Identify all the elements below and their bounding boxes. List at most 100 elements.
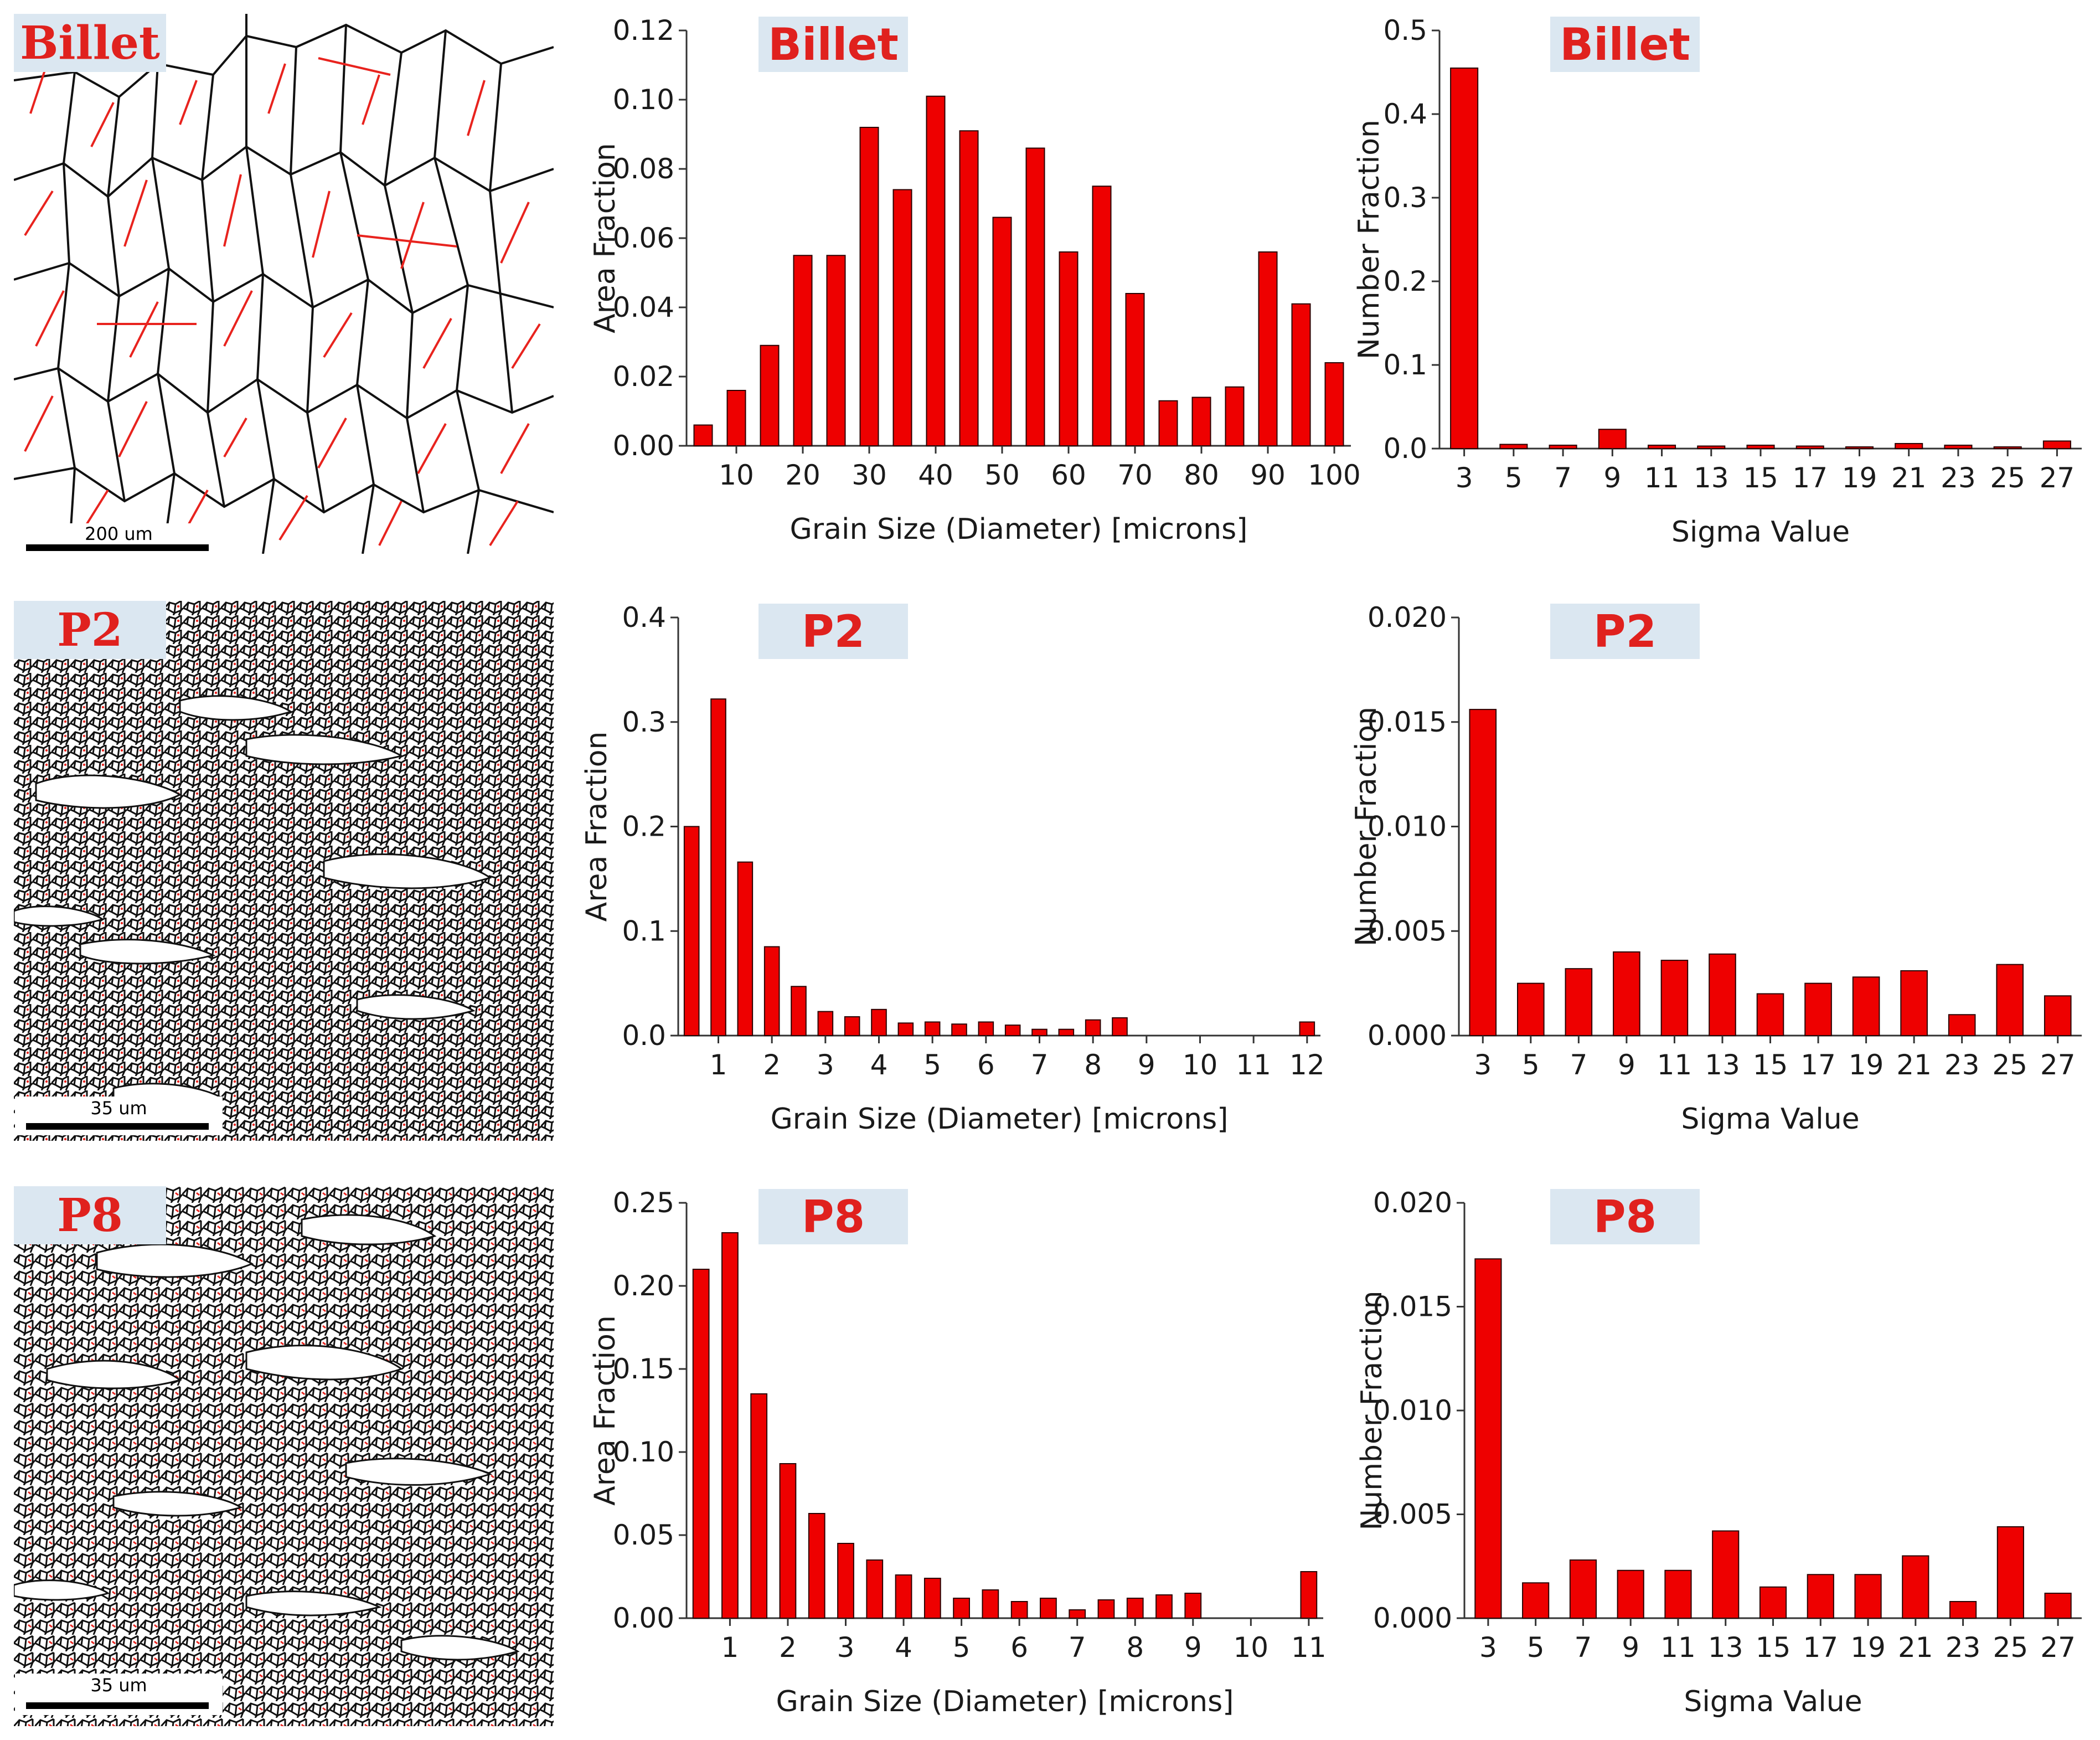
p8-sigma-x-tick-label: 25 xyxy=(1993,1631,2029,1664)
billet-sigma-x-tick-label: 19 xyxy=(1842,462,1877,494)
p2-sigma-x-axis-label: Sigma Value xyxy=(1681,1103,1859,1136)
p8-grain-size-bar xyxy=(923,1578,941,1619)
p2-grain-size-x-tick-label: 9 xyxy=(1138,1049,1155,1081)
billet-sigma-bar xyxy=(1648,444,1676,450)
p8-grain-size-bar xyxy=(692,1269,710,1619)
p8-sigma-title-badge xyxy=(1550,1189,1700,1244)
billet-sigma-y-tick-label: 0.5 xyxy=(1383,14,1427,47)
p8-grain-size-y-tick-label: 0.15 xyxy=(613,1353,674,1385)
p2-scale-label: 35 um xyxy=(90,1098,147,1119)
p8-sigma-chart: 0.000 0.005 0.010 0.015 0.020 3 5 7 9 11 13 15 17 19 2… xyxy=(1355,1187,2082,1718)
p2-grain-size-bar xyxy=(763,946,780,1036)
p2-sigma-x-tick-label: 25 xyxy=(1992,1049,2027,1081)
p2-grain-size-bar xyxy=(1004,1025,1021,1036)
billet-sigma-x-tick-label: 7 xyxy=(1554,462,1572,494)
p8-sigma-x-tick-label: 17 xyxy=(1803,1631,1838,1664)
p2-grain-size-x-axis-label: Grain Size (Diameter) [microns] xyxy=(771,1103,1229,1136)
billet-scale-label: 200 um xyxy=(85,523,153,544)
billet-sigma-bar xyxy=(1944,444,1973,450)
p8-grain-size-x-tick-label: 10 xyxy=(1234,1631,1269,1664)
p2-sigma-bar xyxy=(1517,982,1545,1036)
p8-grain-size-x-tick-label: 8 xyxy=(1126,1631,1144,1664)
billet-grain-size-y-tick-label: 0.10 xyxy=(613,84,674,116)
billet-sigma-bar xyxy=(1845,446,1874,449)
p2-grain-size-bar xyxy=(897,1022,914,1036)
billet-grain-size-bar xyxy=(1291,303,1311,446)
p8-sigma-x-axis-label: Sigma Value xyxy=(1684,1685,1862,1718)
billet-grain-size-chart: 0.00 0.02 0.04 0.06 0.08 0.10 0.12 10 20 30 40 50 60… xyxy=(589,14,1361,546)
p8-sigma-bar xyxy=(1474,1258,1502,1619)
p8-grain-size-bar xyxy=(1069,1609,1086,1619)
billet-grain-size-x-tick-label: 50 xyxy=(984,459,1020,491)
billet-sigma-chart-title: Billet xyxy=(1560,19,1690,70)
p2-grain-size-x-tick-label: 3 xyxy=(817,1049,834,1081)
billet-sigma-x-tick-label: 9 xyxy=(1603,462,1621,494)
p2-grain-size-bar xyxy=(817,1011,834,1037)
billet-grain-size-x-tick-label: 90 xyxy=(1250,459,1286,491)
billet-sigma-x-tick-label: 25 xyxy=(1990,462,2025,494)
billet-sigma-y-tick-label: 0.0 xyxy=(1383,433,1427,465)
p8-grain-size-bar xyxy=(779,1463,797,1619)
p8-sigma-y-tick-label: 0.000 xyxy=(1373,1602,1452,1634)
p2-grain-size-x-tick-label: 1 xyxy=(710,1049,727,1081)
p2-grain-size-y-tick-label: 0.0 xyxy=(622,1020,666,1052)
billet-grain-size-bar xyxy=(1324,362,1344,446)
p8-sigma-bar xyxy=(1712,1530,1740,1619)
p2-sigma-x-tick-label: 19 xyxy=(1849,1049,1884,1081)
p8-grain-size-x-tick-label: 1 xyxy=(721,1631,739,1664)
p2-sigma-x-tick-label: 3 xyxy=(1474,1049,1492,1081)
p2-sigma-bar xyxy=(2044,995,2072,1037)
p2-grain-size-y-tick-label: 0.2 xyxy=(622,811,666,843)
billet-sigma-x-tick-label: 5 xyxy=(1505,462,1523,494)
billet-sigma-bar xyxy=(1895,442,1923,450)
billet-sigma-y-tick-label: 0.3 xyxy=(1383,182,1427,214)
p8-sigma-bar xyxy=(1522,1582,1550,1619)
billet-sigma-x-tick-label: 17 xyxy=(1792,462,1828,494)
p8-sigma-y-axis-label: Number Fraction xyxy=(1355,1291,1389,1531)
p8-map-label: P8 xyxy=(14,1186,166,1244)
billet-grain-size-y-tick-label: 0.08 xyxy=(613,153,674,185)
p2-grain-size-y-axis-label: Area Fraction xyxy=(580,732,613,922)
billet-sigma-title-badge xyxy=(1550,17,1700,72)
billet-grain-size-y-tick-label: 0.04 xyxy=(613,291,674,323)
p2-sigma-bar xyxy=(1900,970,1928,1036)
billet-grain-size-y-axis-label: Area Fraction xyxy=(589,143,622,333)
p2-sigma-y-tick-label: 0.000 xyxy=(1368,1020,1447,1052)
billet-grain-size-x-tick-label: 30 xyxy=(852,459,887,491)
p8-grain-size-chart: 0.00 0.05 0.10 0.15 0.20 0.25 1 2 3 4 5 6 7 8 9 10 11 Gra… xyxy=(589,1187,1327,1718)
billet-sigma-y-tick-label: 0.2 xyxy=(1383,265,1427,297)
billet-scale-line xyxy=(26,544,209,551)
p8-grain-size-bar xyxy=(895,1574,912,1619)
p2-sigma-x-tick-label: 5 xyxy=(1522,1049,1540,1081)
p2-sigma-y-tick-label: 0.015 xyxy=(1368,706,1447,738)
p8-sigma-x-tick-label: 27 xyxy=(2040,1631,2076,1664)
billet-grain-size-x-tick-label: 10 xyxy=(719,459,754,491)
p2-sigma-x-tick-label: 11 xyxy=(1657,1049,1693,1081)
p2-sigma-x-tick-label: 7 xyxy=(1570,1049,1587,1081)
p2-grain-size-chart-title: P2 xyxy=(802,606,865,657)
billet-sigma-x-tick-label: 23 xyxy=(1941,462,1976,494)
p2-grain-size-x-tick-label: 8 xyxy=(1084,1049,1102,1081)
p8-grain-size-x-tick-label: 11 xyxy=(1291,1631,1327,1664)
p8-sigma-y-tick-label: 0.015 xyxy=(1373,1291,1452,1323)
billet-grain-size-y-tick-label: 0.06 xyxy=(613,222,674,254)
billet-sigma-bar xyxy=(2042,440,2071,449)
p2-grain-size-bar xyxy=(924,1021,941,1037)
p2-grain-size-bar xyxy=(710,698,726,1037)
billet-sigma-y-tick-label: 0.1 xyxy=(1383,349,1427,381)
p8-grain-size-chart-title: P8 xyxy=(802,1191,865,1243)
p2-grain-size-x-tick-label: 4 xyxy=(870,1049,888,1081)
p2-sigma-bar xyxy=(1565,968,1593,1037)
billet-sigma-y-axis-label: Number Fraction xyxy=(1353,120,1386,359)
p8-grain-size-bar xyxy=(1126,1598,1144,1619)
p2-grain-size-x-tick-label: 6 xyxy=(977,1049,995,1081)
billet-grain-size-bar xyxy=(693,424,713,446)
p2-grain-size-bar xyxy=(1058,1028,1075,1036)
p8-grain-size-bar xyxy=(837,1543,854,1619)
p2-sigma-bar xyxy=(1804,982,1832,1036)
p2-grain-map: 35 um xyxy=(14,601,554,1141)
p8-grain-size-bar xyxy=(1097,1599,1115,1619)
p8-sigma-y-tick-label: 0.010 xyxy=(1373,1394,1452,1427)
p2-grain-size-x-tick-label: 5 xyxy=(923,1049,941,1081)
